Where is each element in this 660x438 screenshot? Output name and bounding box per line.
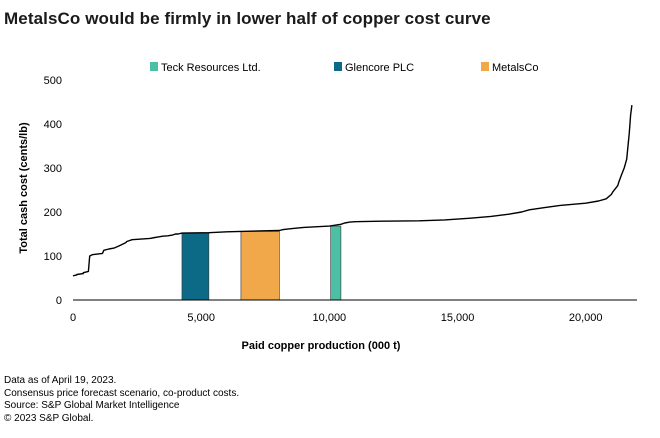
x-tick-label: 15,000 xyxy=(441,312,475,324)
y-axis-label: Total cash cost (cents/lb) xyxy=(18,122,30,254)
legend-swatch xyxy=(334,62,342,71)
highlight-bar-2 xyxy=(240,231,280,301)
legend-label: MetalsCo xyxy=(492,62,538,74)
highlight-bars xyxy=(181,225,342,301)
footnote-source: Source: S&P Global Market Intelligence xyxy=(4,400,180,411)
x-tick-label: 5,000 xyxy=(187,312,215,324)
axes: 0 5,000 10,000 15,000 20,000 0 100 200 300 400 500 xyxy=(44,75,637,324)
legend-label: Glencore PLC xyxy=(345,62,414,74)
x-axis-label: Paid copper production (000 t) xyxy=(242,340,401,352)
footnotes: Data as of April 19, 2023. Consensus pri… xyxy=(4,375,239,425)
footnote-scenario: Consensus price forecast scenario, co-pr… xyxy=(4,387,240,399)
legend: Teck Resources Ltd. Glencore PLC MetalsCo xyxy=(150,62,538,74)
y-tick-label: 300 xyxy=(44,163,62,175)
y-tick-label: 0 xyxy=(56,295,62,307)
x-tick-label: 10,000 xyxy=(313,312,347,324)
x-tick-label: 20,000 xyxy=(569,312,603,324)
legend-swatch xyxy=(150,62,158,71)
legend-label: Teck Resources Ltd. xyxy=(161,62,261,74)
y-tick-label: 200 xyxy=(44,207,62,219)
chart-title: MetalsCo would be firmly in lower half o… xyxy=(4,9,491,28)
cost-curve-chart: Teck Resources Ltd. Glencore PLC MetalsCo … xyxy=(18,62,637,352)
footnote-date: Data as of April 19, 2023. xyxy=(4,375,117,386)
y-tick-label: 500 xyxy=(44,75,62,87)
footnote-copyright: © 2023 S&P Global. xyxy=(4,412,94,424)
highlight-bar-1 xyxy=(181,232,210,301)
legend-swatch xyxy=(481,62,489,71)
y-tick-label: 400 xyxy=(44,119,62,131)
cost-curve-series xyxy=(72,105,633,277)
y-tick-label: 100 xyxy=(44,251,62,263)
cost-curve-line xyxy=(72,105,633,277)
x-tick-label: 0 xyxy=(70,312,76,324)
highlight-bar-3 xyxy=(330,225,342,301)
